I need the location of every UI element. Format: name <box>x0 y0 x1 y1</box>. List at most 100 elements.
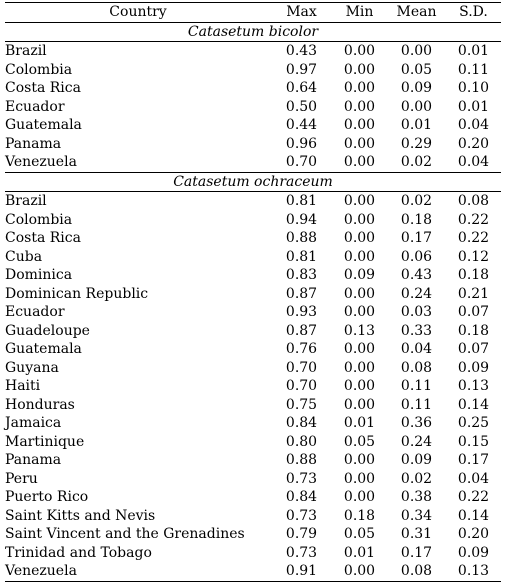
cell-min: 0.00 <box>343 248 376 265</box>
column-header-max: Max <box>271 2 332 23</box>
cell-mean: 0.38 <box>400 489 433 506</box>
cell-mean: 0.24 <box>400 433 433 450</box>
table-row: Costa Rica 0.64 0.00 0.09 0.10 <box>5 79 501 98</box>
cell-country: Costa Rica <box>5 80 81 97</box>
table-row: Ecuador 0.93 0.00 0.03 0.07 <box>5 303 501 322</box>
cell-country: Trinidad and Tobago <box>5 544 152 561</box>
cell-min: 0.00 <box>343 470 376 487</box>
table-row: Colombia 0.97 0.00 0.05 0.11 <box>5 61 501 80</box>
cell-min: 0.00 <box>343 230 376 247</box>
table-row: Ecuador 0.50 0.00 0.00 0.01 <box>5 98 501 117</box>
cell-max: 0.70 <box>285 154 318 171</box>
cell-max: 0.70 <box>285 359 318 376</box>
cell-min: 0.00 <box>343 359 376 376</box>
cell-min: 0.00 <box>343 80 376 97</box>
table-row: Saint Kitts and Nevis 0.73 0.18 0.34 0.14 <box>5 507 501 526</box>
cell-min: 0.01 <box>343 544 376 561</box>
table-row: Dominican Republic 0.87 0.00 0.24 0.21 <box>5 285 501 304</box>
cell-mean: 0.36 <box>400 415 433 432</box>
cell-sd: 0.21 <box>457 285 490 302</box>
column-header-country: Country <box>5 2 271 23</box>
cell-country: Guatemala <box>5 117 82 134</box>
cell-mean: 0.34 <box>400 507 433 524</box>
table-row: Trinidad and Tobago 0.73 0.01 0.17 0.09 <box>5 544 501 563</box>
table-row: Panama 0.88 0.00 0.09 0.17 <box>5 451 501 470</box>
cell-max: 0.79 <box>285 526 318 543</box>
table-row: Cuba 0.81 0.00 0.06 0.12 <box>5 248 501 267</box>
cell-min: 0.05 <box>343 526 376 543</box>
cell-country: Colombia <box>5 211 73 228</box>
table-body: Catasetum bicolor Brazil 0.43 0.00 0.00 0.01 C… <box>5 22 501 582</box>
cell-country: Panama <box>5 135 62 152</box>
species-header-row: Catasetum bicolor <box>5 22 501 42</box>
cell-min: 0.00 <box>343 135 376 152</box>
cell-country: Venezuela <box>5 562 271 582</box>
cell-max: 0.88 <box>285 230 318 247</box>
table-row: Guatemala 0.44 0.00 0.01 0.04 <box>5 116 501 135</box>
cell-sd: 0.01 <box>457 98 490 115</box>
cell-mean: 0.01 <box>400 117 433 134</box>
cell-max: 0.83 <box>285 267 318 284</box>
cell-sd: 0.13 <box>457 378 490 395</box>
cell-max: 0.70 <box>285 378 318 395</box>
species-name: Catasetum ochraceum <box>5 171 501 192</box>
cell-sd: 0.25 <box>457 415 490 432</box>
cell-min: 0.00 <box>343 285 376 302</box>
cell-max: 0.73 <box>285 470 318 487</box>
cell-sd: 0.18 <box>457 322 490 339</box>
cell-country: Brazil <box>5 43 47 60</box>
column-header-sd: S.D. <box>446 2 501 23</box>
cell-sd: 0.20 <box>457 135 490 152</box>
cell-max: 0.44 <box>285 117 318 134</box>
table-row: Peru 0.73 0.00 0.02 0.04 <box>5 470 501 489</box>
table-row: Costa Rica 0.88 0.00 0.17 0.22 <box>5 229 501 248</box>
cell-max: 0.97 <box>285 61 318 78</box>
table-row: Puerto Rico 0.84 0.00 0.38 0.22 <box>5 488 501 507</box>
cell-mean: 0.09 <box>400 80 433 97</box>
species-header-row: Catasetum ochraceum <box>5 171 501 192</box>
table-row: Venezuela 0.91 0.00 0.08 0.13 <box>5 562 501 582</box>
table-row: Guatemala 0.76 0.00 0.04 0.07 <box>5 340 501 359</box>
cell-mean: 0.06 <box>400 248 433 265</box>
cell-mean: 0.43 <box>400 267 433 284</box>
cell-mean: 0.02 <box>400 470 433 487</box>
cell-country: Peru <box>5 470 38 487</box>
cell-country: Colombia <box>5 61 73 78</box>
cell-sd: 0.04 <box>457 470 490 487</box>
cell-mean: 0.02 <box>400 154 433 171</box>
cell-sd: 0.12 <box>457 248 490 265</box>
cell-mean: 0.00 <box>400 43 433 60</box>
cell-country: Martinique <box>5 433 85 450</box>
cell-max: 0.94 <box>285 211 318 228</box>
cell-sd: 0.07 <box>457 341 490 358</box>
cell-min: 0.09 <box>343 267 376 284</box>
cell-min: 0.00 <box>343 117 376 134</box>
cell-max: 0.43 <box>285 43 318 60</box>
cell-mean: 0.24 <box>400 285 433 302</box>
cell-mean: 0.05 <box>400 61 433 78</box>
statistics-table: Country Max Min Mean S.D. Catasetum bico… <box>5 2 501 582</box>
cell-country: Ecuador <box>5 98 65 115</box>
cell-max: 0.75 <box>285 396 318 413</box>
cell-sd: 0.13 <box>446 562 501 582</box>
cell-mean: 0.03 <box>400 304 433 321</box>
cell-mean: 0.11 <box>400 396 433 413</box>
cell-country: Haiti <box>5 378 41 395</box>
table-row: Saint Vincent and the Grenadines 0.79 0.05… <box>5 525 501 544</box>
cell-min: 0.00 <box>332 562 387 582</box>
cell-min: 0.00 <box>343 211 376 228</box>
cell-sd: 0.20 <box>457 526 490 543</box>
cell-country: Costa Rica <box>5 230 81 247</box>
cell-mean: 0.18 <box>400 211 433 228</box>
cell-sd: 0.09 <box>457 359 490 376</box>
cell-sd: 0.14 <box>457 507 490 524</box>
table-row: Guyana 0.70 0.00 0.08 0.09 <box>5 359 501 378</box>
cell-country: Puerto Rico <box>5 489 89 506</box>
cell-sd: 0.22 <box>457 211 490 228</box>
cell-max: 0.64 <box>285 80 318 97</box>
cell-country: Saint Vincent and the Grenadines <box>5 526 245 543</box>
table-row: Colombia 0.94 0.00 0.18 0.22 <box>5 211 501 230</box>
cell-sd: 0.09 <box>457 544 490 561</box>
cell-min: 0.01 <box>343 415 376 432</box>
cell-sd: 0.11 <box>457 61 490 78</box>
